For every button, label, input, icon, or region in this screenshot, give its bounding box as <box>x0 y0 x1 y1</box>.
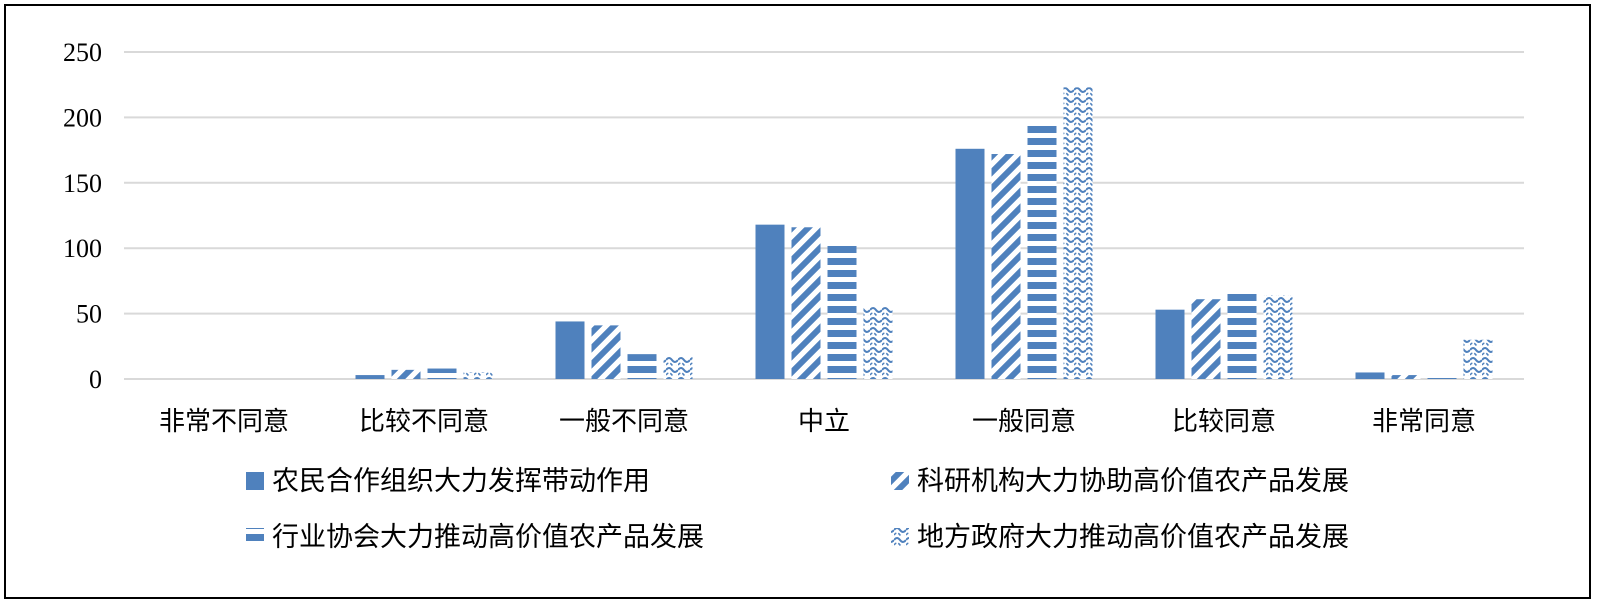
legend-item: 科研机构大力协助高价值农产品发展 <box>891 466 1349 497</box>
bar <box>1463 339 1493 379</box>
bar <box>1027 125 1057 379</box>
bar <box>627 354 657 379</box>
bar <box>827 245 857 379</box>
bar <box>355 375 385 379</box>
legend-item: 农民合作组织大力发挥带动作用 <box>246 466 650 497</box>
bar <box>991 154 1021 379</box>
x-category-label: 非常不同意 <box>159 407 289 437</box>
bar <box>1063 87 1093 379</box>
legend-swatch <box>246 472 264 490</box>
bar <box>427 368 457 379</box>
legend: 农民合作组织大力发挥带动作用 科研机构大力协助高价值农产品发展行业协会大力推动高价… <box>246 466 1349 553</box>
x-category-label: 比较不同意 <box>359 407 489 437</box>
legend-label: 科研机构大力协助高价值农产品发展 <box>917 466 1349 497</box>
bar <box>663 356 693 379</box>
x-axis-categories: 非常不同意 比较不同意 一般不同意 中立 一般同意 比较同意 非常同意 <box>159 407 1476 437</box>
legend-label: 农民合作组织大力发挥带动作用 <box>272 466 650 497</box>
bar <box>1155 309 1185 379</box>
y-tick-label: 150 <box>63 169 102 198</box>
y-tick-label: 0 <box>89 365 102 394</box>
y-tick-label: 200 <box>63 103 102 132</box>
bar <box>591 325 621 379</box>
bars <box>355 87 1493 379</box>
y-tick-label: 250 <box>63 38 102 67</box>
bar <box>791 227 821 379</box>
legend-label: 行业协会大力推动高价值农产品发展 <box>272 522 704 553</box>
y-axis-ticks: 0 50 100 150 200 250 <box>63 38 102 394</box>
bar <box>555 321 585 379</box>
x-category-label: 一般同意 <box>972 407 1076 437</box>
bar <box>1263 295 1293 379</box>
bar <box>1355 372 1385 379</box>
x-category-label: 非常同意 <box>1372 407 1476 437</box>
legend-item: 地方政府大力推动高价值农产品发展 <box>891 522 1349 553</box>
bar <box>391 369 421 379</box>
legend-item: 行业协会大力推动高价值农产品发展 <box>246 522 704 553</box>
y-tick-label: 100 <box>63 234 102 263</box>
legend-swatch <box>891 528 909 546</box>
x-category-label: 中立 <box>798 407 850 437</box>
y-tick-label: 50 <box>76 300 102 329</box>
chart-frame: 0 50 100 150 200 250 非常不同意 比较不同意 一般不同意 中立 一般同意 比较同… <box>4 4 1591 599</box>
bar-chart: 0 50 100 150 200 250 非常不同意 比较不同意 一般不同意 中立 一般同意 比较同… <box>63 38 1524 553</box>
legend-label: 地方政府大力推动高价值农产品发展 <box>917 522 1349 553</box>
x-category-label: 比较同意 <box>1172 407 1276 437</box>
legend-swatch <box>891 472 909 490</box>
x-category-label: 一般不同意 <box>559 407 689 437</box>
bar <box>1191 299 1221 379</box>
bar <box>955 148 985 379</box>
bar <box>463 372 493 379</box>
bar <box>863 307 893 379</box>
bar <box>1391 375 1421 379</box>
bar <box>1427 376 1457 379</box>
bar <box>1227 292 1257 379</box>
legend-swatch <box>246 528 264 546</box>
bar <box>755 224 785 379</box>
gridlines <box>124 51 1524 380</box>
